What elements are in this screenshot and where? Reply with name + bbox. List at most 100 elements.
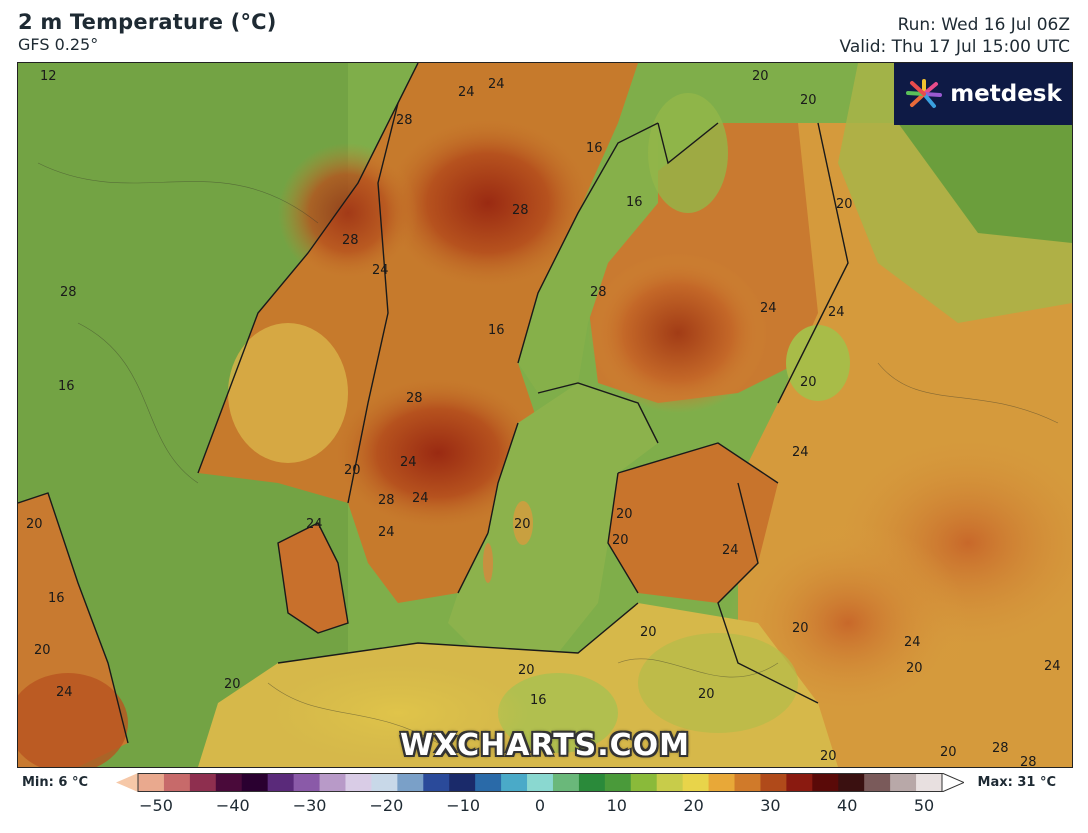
contour-label: 28 [590,285,607,300]
colorbar-segment [527,773,554,792]
contour-label: 20 [344,463,361,478]
colorbar-segment [578,773,606,792]
temperature-map[interactable]: metdesk WXCHARTS.COM 12 24 24 20 20 28 1… [17,62,1073,768]
contour-label: 20 [906,661,923,676]
colorbar-tick-label: −10 [446,796,481,815]
colorbar-tick-label: −40 [215,796,250,815]
contour-label: 20 [518,663,535,678]
colorbar-segment [475,773,502,792]
colorbar-segment [293,773,321,792]
colorbar-tick-label: 40 [837,796,858,815]
contour-label: 20 [640,625,657,640]
contour-label: 20 [514,517,531,532]
contour-label: 20 [752,69,769,84]
contour-label: 24 [56,685,73,700]
contour-label: 20 [224,677,241,692]
colorbar-tick-label: −50 [139,796,173,815]
colorbar-tick-label: 20 [683,796,704,815]
contour-label: 24 [378,525,395,540]
colorbar-segment [241,773,269,792]
contour-label: 20 [26,517,43,532]
contour-label: 20 [792,621,809,636]
contour-label: 12 [40,69,57,84]
contour-label: 24 [904,635,921,650]
colorbar-segment [890,773,917,792]
contour-label: 24 [372,263,389,278]
contour-label: 20 [612,533,629,548]
colorbar-segment [138,773,165,792]
legend-max-value: Max: 31 °C [977,775,1056,790]
contour-label: 24 [828,305,845,320]
colorbar-segment [708,773,736,792]
contour-label: 20 [698,687,715,702]
contour-label: 20 [820,749,837,764]
contour-label: 24 [792,445,809,460]
contour-label: 16 [58,379,75,394]
run-time: Run: Wed 16 Jul 06Z [897,15,1070,35]
contour-label: 24 [400,455,417,470]
contour-label: 24 [1044,659,1061,674]
colorbar-segment [501,773,528,792]
colorbar-segment [604,773,632,792]
contour-label: 24 [412,491,429,506]
colorbar-tick-label: 30 [760,796,781,815]
metdesk-logo[interactable]: metdesk [894,63,1072,125]
colorbar-segment [682,773,710,792]
contour-label: 24 [306,517,323,532]
contour-label: 28 [406,391,423,406]
colorbar-segment [319,773,346,792]
contour-label: 16 [530,693,547,708]
contour-label: 28 [378,493,395,508]
contour-label: 28 [992,741,1009,756]
colorbar-segment [630,773,658,792]
colorbar-tick-label: −20 [369,796,404,815]
contour-label: 20 [34,643,51,658]
colorbar-segment [838,773,865,792]
colorbar-segment [397,773,424,792]
contour-label: 20 [616,507,633,522]
contour-label: 24 [458,85,475,100]
contour-label: 16 [626,195,643,210]
colorbar-segment [345,773,372,792]
colorbar-segment [656,773,684,792]
colorbar-segment [760,773,787,792]
colorbar-min-arrow [116,773,138,792]
contour-label: 16 [488,323,505,338]
colorbar-segment [189,773,217,792]
map-canvas [18,63,1072,767]
colorbar-segment [423,773,450,792]
colorbar-segment [163,773,191,792]
colorbar-segment [734,773,761,792]
colorbar-segment [864,773,891,792]
colorbar-svg [116,772,966,793]
contour-label: 16 [48,591,65,606]
contour-label: 28 [396,113,413,128]
colorbar-segment [215,773,243,792]
contour-label: 20 [940,745,957,760]
colorbar-segment [449,773,476,792]
valid-time: Valid: Thu 17 Jul 15:00 UTC [839,37,1070,57]
contour-label: 20 [800,93,817,108]
colorbar-tick-label: −30 [292,796,327,815]
colorbar-max-arrow [941,772,966,793]
metdesk-starburst-icon [906,79,943,108]
header-left: 2 m Temperature (°C) GFS 0.25° [18,10,277,54]
contour-label: 28 [512,203,529,218]
wxcharts-watermark: WXCHARTS.COM [399,728,691,763]
contour-label: 28 [60,285,77,300]
contour-label: 16 [586,141,603,156]
colorbar-segment [371,773,398,792]
colorbar-segment [786,773,813,792]
contour-label: 20 [836,197,853,212]
colorbar-ticks: −50 −40 −30 −20 −10 0 10 20 30 40 50 [0,796,1088,818]
chart-title: 2 m Temperature (°C) [18,10,277,34]
legend-min-value: Min: 6 °C [22,775,88,790]
contour-label: 28 [1020,755,1037,768]
contour-label: 24 [488,77,505,92]
colorbar-segment [552,773,580,792]
contour-label: 24 [722,543,739,558]
colorbar-tick-label: 10 [606,796,627,815]
contour-label: 20 [800,375,817,390]
contour-label: 28 [342,233,359,248]
colorbar-tick-label: 0 [534,796,546,815]
